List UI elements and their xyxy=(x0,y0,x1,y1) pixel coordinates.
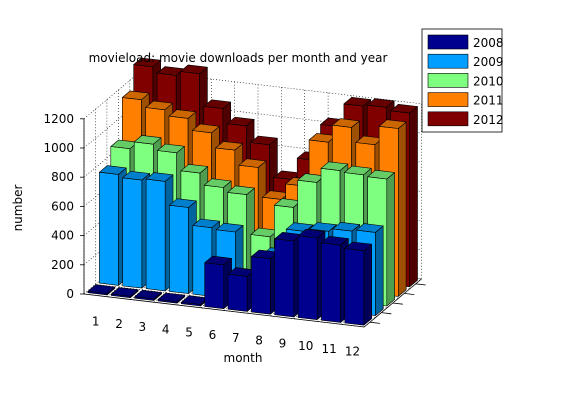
z-tick-label: 200 xyxy=(51,258,74,272)
chart-title: movieload: movie downloads per month and… xyxy=(89,51,388,65)
legend-swatch-2010 xyxy=(428,73,468,87)
bar-2009-month-3 xyxy=(146,173,173,291)
bar-2008-month-9 xyxy=(275,232,302,317)
bars-group xyxy=(88,58,418,325)
x-axis-label: month xyxy=(224,351,263,365)
bar-2008-month-8 xyxy=(251,250,278,314)
bar-2008-month-12 xyxy=(345,242,372,325)
y-tick-mark xyxy=(393,303,403,304)
z-tick-label: 0 xyxy=(66,287,74,301)
z-tick-label: 600 xyxy=(51,199,74,213)
legend-swatch-2009 xyxy=(428,54,468,68)
bar-2009-month-1 xyxy=(99,166,126,286)
legend-label-2008: 2008 xyxy=(473,36,504,50)
x-tick-label: 7 xyxy=(232,331,240,345)
x-tick-label: 12 xyxy=(345,345,360,359)
x-tick-label: 8 xyxy=(255,334,263,348)
z-tick-label: 1200 xyxy=(43,112,74,126)
x-tick-label: 4 xyxy=(162,323,170,337)
bar-2008-month-6 xyxy=(205,256,232,309)
z-tick-label: 400 xyxy=(51,229,74,243)
z-tick-label: 800 xyxy=(51,170,74,184)
x-tick-label: 2 xyxy=(115,317,123,331)
bar-2008-month-1 xyxy=(88,285,115,295)
z-tick-label: 1000 xyxy=(43,141,74,155)
legend-swatch-2012 xyxy=(428,112,468,126)
legend-swatch-2008 xyxy=(428,35,468,49)
bar-2008-month-7 xyxy=(228,268,255,312)
bar-2008-month-3 xyxy=(135,290,162,300)
x-tick-label: 9 xyxy=(279,336,287,350)
y-tick-mark xyxy=(416,284,426,285)
legend-swatch-2011 xyxy=(428,93,468,107)
legend-label-2012: 2012 xyxy=(473,113,504,127)
legend: 2008 2009 2010 2011 2012 xyxy=(422,29,504,132)
x-tick-label: 6 xyxy=(209,328,217,342)
legend-label-2010: 2010 xyxy=(473,74,504,88)
x-tick-label: 1 xyxy=(92,314,100,328)
y-tick-mark xyxy=(381,313,391,314)
y-axis-label: number xyxy=(11,185,25,232)
bar-2009-month-2 xyxy=(123,171,150,288)
bar-2008-month-11 xyxy=(321,236,348,322)
bar-2008-month-4 xyxy=(158,293,185,303)
y-tick-mark xyxy=(370,322,380,323)
bar-2008-month-5 xyxy=(181,296,208,306)
x-tick-label: 11 xyxy=(322,342,337,356)
legend-label-2011: 2011 xyxy=(473,94,504,108)
x-tick-label: 10 xyxy=(298,339,313,353)
y-tick-mark xyxy=(404,293,414,294)
legend-label-2009: 2009 xyxy=(473,55,504,69)
x-tick-label: 3 xyxy=(139,320,147,334)
bar-2008-month-10 xyxy=(298,229,325,320)
x-tick-label: 5 xyxy=(185,325,193,339)
bar-2009-month-4 xyxy=(169,199,196,294)
bar-2008-month-2 xyxy=(111,288,138,298)
